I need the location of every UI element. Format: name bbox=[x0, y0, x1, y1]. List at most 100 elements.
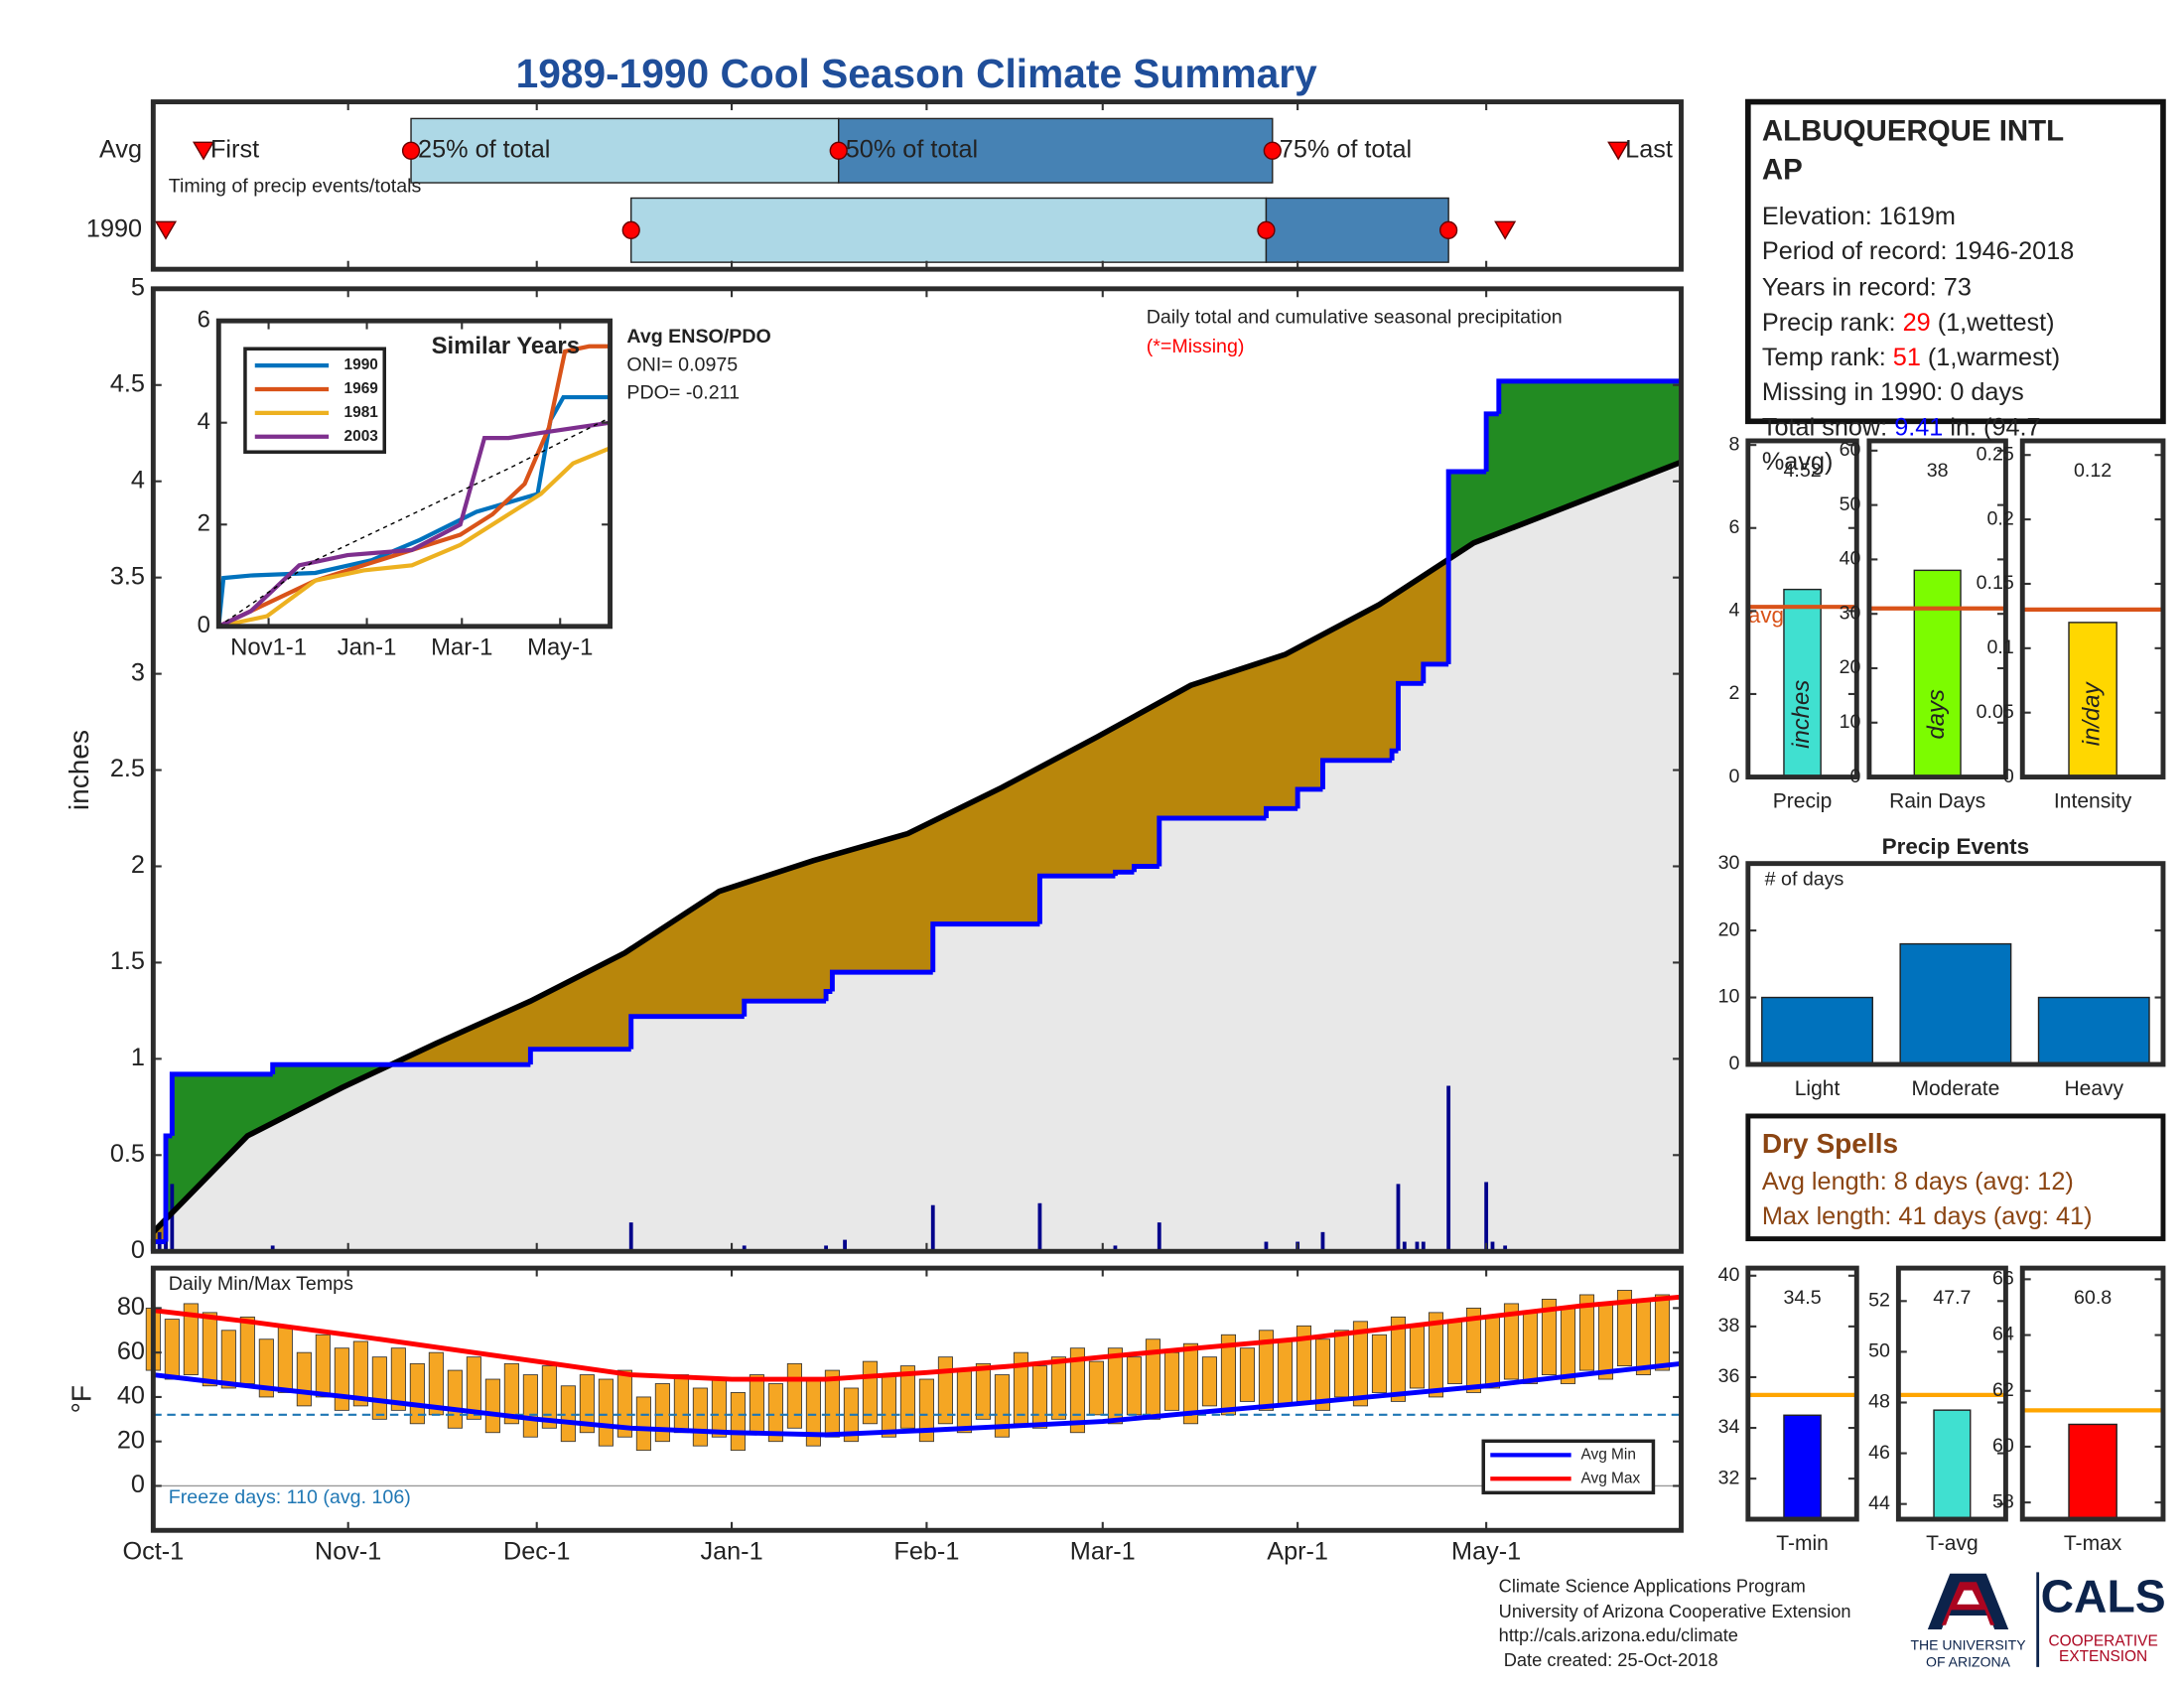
daily-bar bbox=[824, 1245, 828, 1252]
x-tick-label: May-1 bbox=[1451, 1537, 1521, 1565]
temp-bar bbox=[1522, 1312, 1539, 1384]
label: Total snow: bbox=[1762, 413, 1894, 441]
marker-label: First bbox=[210, 135, 259, 163]
temp-bar bbox=[635, 1396, 651, 1452]
daily-bar bbox=[1484, 1182, 1489, 1252]
daily-bar bbox=[1421, 1241, 1426, 1252]
row-label: 1990 bbox=[86, 214, 142, 242]
temp-bar bbox=[1182, 1342, 1198, 1425]
inset-note: Avg ENSO/PDO bbox=[626, 326, 770, 348]
station-frame bbox=[1745, 98, 2166, 425]
unit-label: days bbox=[1923, 689, 1950, 740]
temp-bar bbox=[466, 1356, 481, 1420]
temp-bar bbox=[315, 1334, 331, 1398]
y-tick-label: 4 bbox=[1728, 600, 1739, 622]
temp-bar bbox=[654, 1383, 670, 1443]
rank: 51 bbox=[1893, 344, 1921, 371]
panel-note: Timing of precip events/totals bbox=[169, 175, 422, 197]
x-tick-label: T-avg bbox=[1926, 1532, 1979, 1555]
cumulative-step bbox=[1421, 661, 1449, 684]
temp-bar bbox=[673, 1374, 689, 1434]
cumulative-step bbox=[1112, 869, 1135, 877]
axes-frame bbox=[2019, 438, 2166, 780]
y-tick-label: 0.2 bbox=[1987, 507, 2014, 529]
event-marker bbox=[1607, 141, 1630, 161]
footer-line: Date created: 25-Oct-2018 bbox=[1499, 1649, 1718, 1670]
y-tick-label: 48 bbox=[1868, 1391, 1890, 1413]
axes-frame bbox=[1895, 1265, 2008, 1522]
cumulative-step bbox=[1496, 378, 1682, 414]
logo-text: CALS bbox=[2041, 1571, 2166, 1622]
x-tick-label: Oct-1 bbox=[122, 1537, 184, 1565]
legend-label: 1990 bbox=[344, 356, 378, 373]
axes-frame bbox=[2019, 1265, 2166, 1522]
temp-bar bbox=[1201, 1356, 1217, 1407]
y-tick-label: 10 bbox=[1718, 986, 1740, 1008]
daily-bar bbox=[742, 1245, 747, 1252]
temp-bar bbox=[616, 1369, 632, 1438]
y-tick-label: 58 bbox=[1992, 1490, 2014, 1512]
daily-bar bbox=[1264, 1241, 1269, 1252]
legend-label: 2003 bbox=[344, 428, 379, 445]
temp-bar bbox=[786, 1362, 802, 1429]
total-marker bbox=[1257, 220, 1276, 239]
y-tick-label: 4 bbox=[131, 466, 145, 493]
y-tick-label: 0 bbox=[1850, 766, 1861, 787]
dry-spells-box: Dry Spells Avg length: 8 days (avg: 12) … bbox=[1745, 1113, 2166, 1242]
temp-bar bbox=[1484, 1316, 1501, 1389]
station-info: Temp rank: 51 (1,warmest) bbox=[1762, 344, 2060, 371]
axes-frame bbox=[1745, 861, 2166, 1067]
series-line bbox=[216, 394, 611, 628]
temp-bar bbox=[484, 1378, 500, 1434]
temp-bar bbox=[352, 1340, 368, 1407]
daily-bar bbox=[1503, 1245, 1508, 1252]
y-tick-label: 40 bbox=[117, 1382, 145, 1410]
value-label: 60.8 bbox=[2074, 1287, 2112, 1309]
quartile-box bbox=[1265, 197, 1449, 263]
cumulative-step bbox=[628, 1014, 745, 1050]
x-tick-label: Nov1-1 bbox=[230, 634, 307, 661]
rank: 29 bbox=[1903, 309, 1931, 337]
temp-bar bbox=[1446, 1321, 1463, 1384]
temp-bar bbox=[1635, 1299, 1652, 1375]
temp-bar bbox=[1465, 1307, 1482, 1393]
daily-bar bbox=[1396, 1184, 1401, 1252]
ua-logo bbox=[1957, 1590, 1979, 1605]
y-tick-label: 0.05 bbox=[1977, 701, 2014, 723]
event-marker bbox=[192, 141, 215, 161]
x-tick-label: Moderate bbox=[1911, 1077, 1999, 1100]
base-area bbox=[153, 462, 1682, 1252]
temp-bar bbox=[503, 1362, 519, 1425]
y-tick-label: 0 bbox=[2003, 766, 2014, 787]
x-tick-label: Precip bbox=[1773, 789, 1833, 812]
value-label: 38 bbox=[1927, 460, 1949, 482]
value-label: 0.12 bbox=[2074, 460, 2112, 482]
daily-bar bbox=[1402, 1241, 1407, 1252]
series-line bbox=[217, 344, 611, 629]
y-tick-label: 2 bbox=[131, 851, 145, 879]
y-tick-label: 3.5 bbox=[110, 562, 145, 590]
temp-bar bbox=[1409, 1325, 1426, 1389]
temp-bar bbox=[541, 1365, 557, 1429]
daily-bar bbox=[1415, 1241, 1420, 1252]
cumulative-step bbox=[1036, 873, 1116, 924]
temp-bar bbox=[824, 1369, 840, 1438]
daily-bar bbox=[170, 1184, 175, 1252]
temp-bar bbox=[560, 1385, 576, 1443]
temp-bar bbox=[164, 1319, 180, 1380]
temp-bar bbox=[899, 1365, 915, 1429]
temp-bar bbox=[183, 1303, 199, 1375]
y-tick-label: 0.1 bbox=[1987, 636, 2014, 658]
temp-bar bbox=[692, 1387, 708, 1447]
quartile-box bbox=[410, 117, 840, 184]
temp-bar bbox=[918, 1378, 934, 1443]
y-tick-label: 60 bbox=[1840, 439, 1861, 461]
temp-bar bbox=[767, 1383, 783, 1443]
timeline-group: First 25% of total 50% of total 75% of tota… bbox=[154, 117, 1673, 263]
snow-value: 9.41 bbox=[1894, 413, 1943, 441]
daily-bar bbox=[1446, 1085, 1451, 1252]
dry-line: Avg length: 8 days (avg: 12) bbox=[1762, 1168, 2074, 1196]
logo-text: OF ARIZONA bbox=[1926, 1653, 2011, 1669]
daily-bar bbox=[930, 1204, 935, 1252]
cumulative-step bbox=[1131, 864, 1160, 873]
